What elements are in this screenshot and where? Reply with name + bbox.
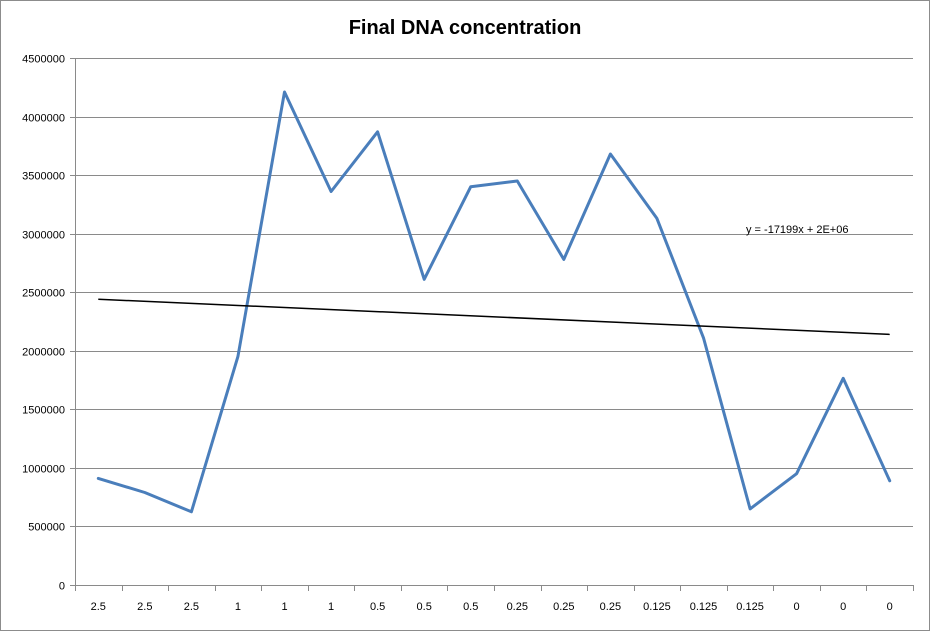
x-tick-label: 0: [794, 601, 800, 613]
x-tick-label: 0.25: [507, 601, 528, 613]
series-layer: [96, 90, 892, 514]
trendline: [98, 298, 890, 336]
y-tick-label: 1000000: [22, 464, 65, 476]
y-tick-label: 1500000: [22, 405, 65, 417]
axes: [70, 58, 914, 591]
trendline-equation: y = -17199x + 2E+06: [746, 224, 848, 236]
y-tick-label: 2000000: [22, 347, 65, 359]
x-tick-label: 0.125: [736, 601, 764, 613]
y-axis-tick-labels: 0 500000 1000000 1500000 2000000 2500000 30000…: [22, 54, 65, 593]
y-tick-label: 3000000: [22, 230, 65, 242]
series-line: [96, 90, 892, 514]
trendline-layer: [98, 298, 890, 336]
y-tick-label: 2500000: [22, 288, 65, 300]
x-tick-label: 0.125: [690, 601, 718, 613]
x-tick-label: 0.5: [417, 601, 432, 613]
x-tick-label: 2.5: [184, 601, 199, 613]
x-tick-label: 0.5: [463, 601, 478, 613]
x-tick-label: 0.25: [553, 601, 574, 613]
chart-title: Final DNA concentration: [349, 17, 582, 39]
y-tick-label: 4000000: [22, 113, 65, 125]
x-tick-label: 1: [281, 601, 287, 613]
gridlines: [75, 58, 913, 527]
x-axis-tick-labels: 2.5 2.5 2.5 1 1 1 0.5 0.5 0.5 0.25 0.25 0.25 0.125 0.…: [91, 601, 893, 613]
y-tick-label: 4500000: [22, 54, 65, 66]
x-tick-label: 2.5: [91, 601, 106, 613]
x-tick-label: 0: [840, 601, 846, 613]
x-tick-label: 2.5: [137, 601, 152, 613]
x-tick-label: 1: [328, 601, 334, 613]
y-tick-label: 0: [59, 581, 65, 593]
x-tick-label: 0.5: [370, 601, 385, 613]
x-tick-label: 0: [887, 601, 893, 613]
y-tick-label: 3500000: [22, 171, 65, 183]
x-tick-label: 0.125: [643, 601, 671, 613]
y-tick-label: 500000: [28, 522, 65, 534]
x-tick-label: 0.25: [600, 601, 621, 613]
x-tick-label: 1: [235, 601, 241, 613]
